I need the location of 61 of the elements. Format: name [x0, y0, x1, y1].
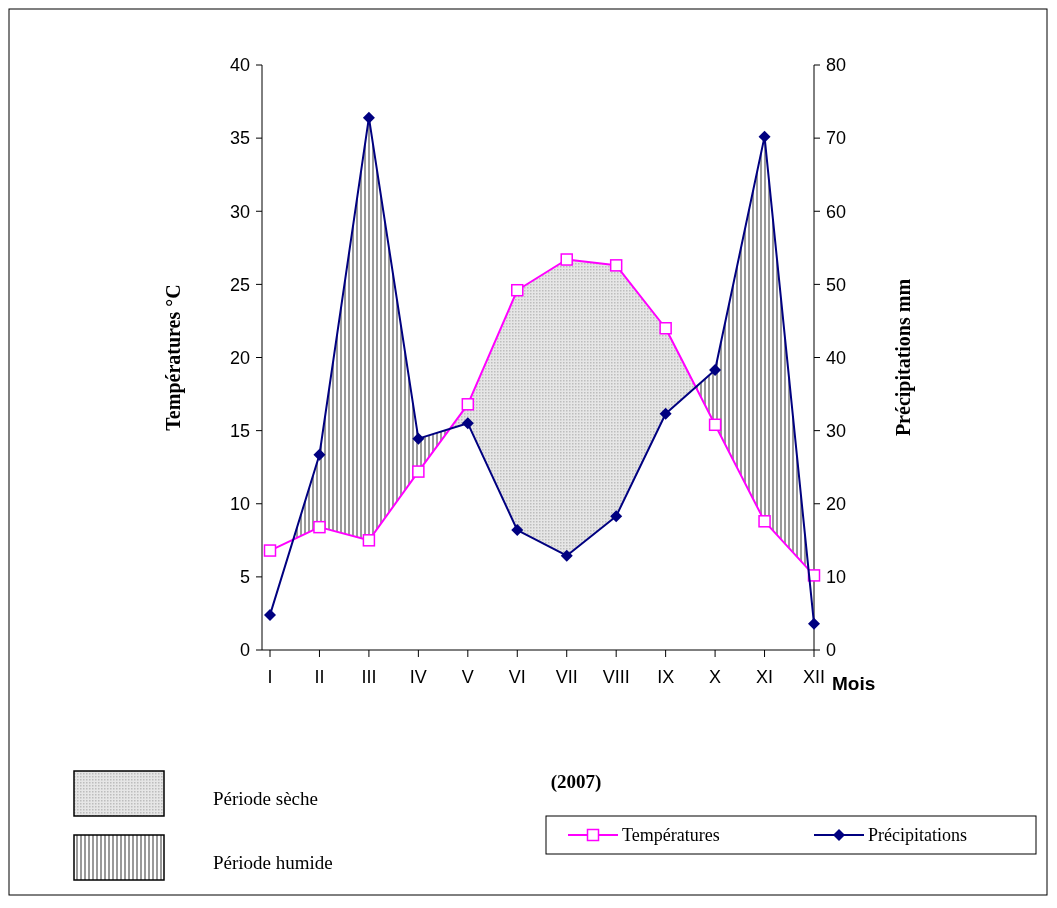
y2-tick-label: 70 — [826, 128, 847, 149]
point — [659, 407, 672, 420]
x-tick-label: I — [267, 667, 273, 687]
x-tick-label: II — [314, 667, 325, 687]
y2-tick-label: 0 — [826, 640, 837, 661]
point — [313, 448, 326, 461]
point — [313, 520, 326, 534]
point — [758, 130, 771, 143]
x-tick-label: VI — [508, 667, 526, 687]
point — [511, 283, 524, 297]
y-tick-label: 10 — [229, 494, 250, 515]
y2-tick-label: 80 — [826, 55, 847, 76]
y-axis-title: Températures °C — [162, 284, 185, 431]
y2-tick-label: 30 — [826, 420, 847, 441]
point — [264, 608, 276, 621]
point — [560, 549, 573, 562]
point — [362, 111, 375, 124]
point — [708, 418, 722, 432]
legend-label: Précipitations — [868, 825, 967, 846]
point — [511, 524, 524, 537]
x-tick-label: X — [709, 667, 722, 687]
y-tick-label: 35 — [229, 128, 250, 149]
y2-tick-label: 60 — [826, 201, 847, 222]
point — [659, 322, 672, 335]
point — [758, 515, 771, 528]
x-tick-label: III — [361, 667, 377, 687]
text: Période sèche — [213, 787, 318, 809]
y2-tick-label: 20 — [826, 494, 847, 515]
y-tick-label: 0 — [239, 640, 250, 661]
text: Période humide — [213, 851, 333, 873]
x-tick-label: IV — [409, 667, 427, 687]
x-tick-label: IX — [657, 667, 675, 687]
point — [412, 432, 425, 445]
point — [461, 417, 474, 430]
y2-tick-label: 40 — [826, 347, 847, 368]
x-tick-label: XII — [802, 667, 826, 687]
y2-tick-label: 10 — [826, 567, 847, 588]
y-tick-label: 15 — [229, 420, 250, 441]
y-tick-label: 20 — [229, 347, 250, 368]
point — [461, 398, 475, 411]
x-axis-title: Mois — [832, 673, 876, 694]
y-tick-label: 25 — [229, 274, 250, 295]
y-tick-label: 40 — [229, 55, 250, 76]
point — [412, 465, 425, 478]
y2-tick-label: 50 — [826, 274, 847, 295]
point — [709, 363, 722, 376]
point — [362, 534, 376, 547]
x-tick-label: VIII — [602, 667, 630, 687]
x-tick-label: V — [461, 667, 474, 687]
point — [808, 617, 820, 630]
x-tick-label: XI — [756, 667, 774, 687]
legend-label: Températures — [622, 825, 720, 846]
y-tick-label: 30 — [229, 201, 250, 222]
y-tick-label: 5 — [239, 567, 250, 588]
point — [609, 259, 623, 272]
x-tick-label: VII — [555, 667, 578, 687]
text: (2007) — [550, 771, 602, 793]
y2-axis-title: Précipitations mm — [892, 278, 915, 437]
point — [560, 253, 573, 266]
point — [263, 544, 277, 557]
point — [610, 510, 623, 523]
